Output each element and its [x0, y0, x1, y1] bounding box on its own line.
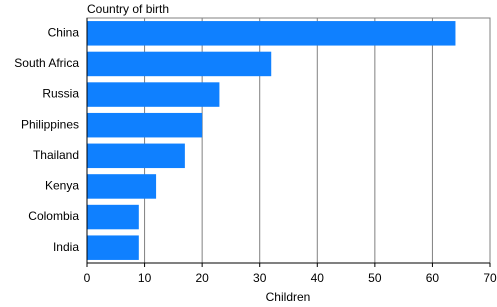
chart-title: Country of birth — [87, 2, 169, 16]
y-tick-label: Thailand — [33, 148, 79, 162]
x-tick-label: 10 — [138, 271, 152, 285]
y-tick-label: Russia — [42, 87, 79, 101]
x-tick-label: 70 — [483, 271, 497, 285]
bar — [87, 112, 203, 138]
x-tick-label: 0 — [84, 271, 91, 285]
bar — [87, 82, 220, 107]
y-tick-label: Colombia — [28, 209, 79, 223]
x-axis-label: Children — [266, 290, 311, 304]
x-tick-label: 20 — [195, 271, 209, 285]
y-tick-label: Kenya — [45, 179, 79, 193]
y-tick-label: India — [53, 240, 79, 254]
bar — [87, 235, 139, 260]
x-tick-label: 60 — [426, 271, 440, 285]
y-tick-label: South Africa — [14, 56, 79, 70]
bar — [87, 204, 139, 230]
x-tick-label: 40 — [311, 271, 325, 285]
x-tick-label: 50 — [368, 271, 382, 285]
y-tick-label: China — [48, 25, 80, 39]
bar — [87, 21, 456, 46]
x-tick-label: 30 — [253, 271, 267, 285]
bar — [87, 143, 185, 169]
y-tick-label: Philippines — [21, 117, 79, 131]
bar — [87, 174, 157, 199]
bar — [87, 51, 272, 77]
